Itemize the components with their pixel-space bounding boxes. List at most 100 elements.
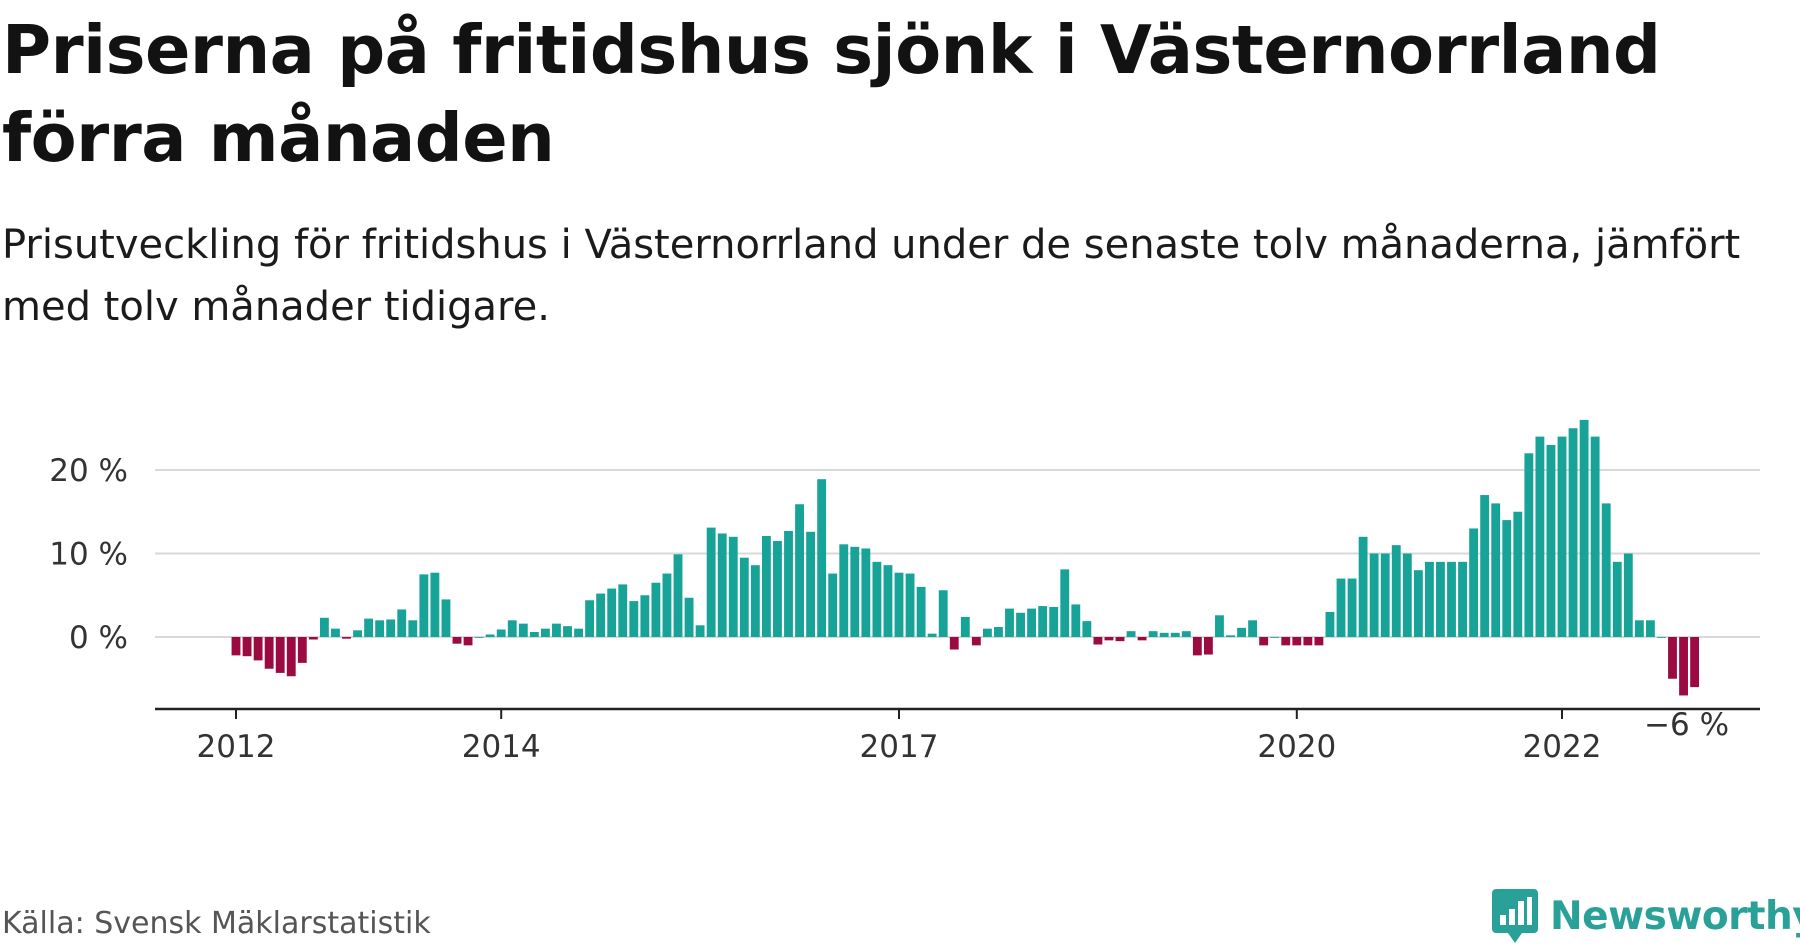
x-tick-label: 2020	[1257, 729, 1336, 765]
bar	[883, 565, 893, 637]
bar	[651, 582, 661, 637]
bar	[1082, 621, 1092, 637]
bar	[1568, 428, 1578, 637]
bar	[1413, 570, 1423, 637]
bar	[1546, 444, 1556, 637]
bar	[1469, 528, 1479, 637]
bar	[850, 546, 860, 637]
bar	[750, 565, 760, 637]
bar	[1436, 561, 1445, 637]
bar	[319, 617, 329, 637]
bar	[1524, 453, 1534, 637]
bar	[1325, 611, 1335, 637]
bar	[441, 599, 451, 637]
bar	[640, 595, 650, 637]
bar	[817, 479, 827, 637]
bar	[684, 597, 694, 637]
bar	[563, 626, 572, 638]
x-tick-label: 2017	[860, 729, 939, 765]
bar	[585, 600, 595, 637]
bar	[286, 637, 296, 677]
bar	[1170, 632, 1180, 637]
bar	[806, 531, 816, 637]
bar	[1347, 578, 1357, 637]
bar	[1535, 436, 1545, 637]
bar	[529, 631, 539, 637]
bar	[1181, 631, 1191, 637]
bar	[1424, 561, 1434, 637]
bar	[1226, 635, 1235, 637]
bar	[971, 637, 981, 646]
chart-subtitle: Prisutveckling för fritidshus i Västerno…	[2, 222, 1741, 330]
bar	[264, 637, 274, 669]
bar	[342, 637, 351, 639]
bar	[695, 625, 705, 637]
bar	[1126, 631, 1136, 637]
bar	[927, 633, 937, 637]
bar	[706, 527, 716, 637]
bar	[1060, 569, 1070, 637]
bar	[982, 628, 992, 637]
bar	[308, 637, 318, 640]
bar	[1447, 561, 1456, 637]
y-tick-label: 10 %	[49, 537, 128, 573]
bar	[905, 573, 915, 637]
bar	[960, 616, 970, 637]
bar	[1612, 561, 1622, 637]
bar	[231, 637, 241, 656]
bar	[430, 572, 440, 637]
y-tick-label: 20 %	[49, 453, 128, 489]
bar	[739, 557, 749, 638]
bar	[297, 637, 307, 663]
bar	[1402, 553, 1412, 637]
bar	[1237, 627, 1246, 637]
bar	[242, 637, 252, 657]
bar	[607, 588, 617, 637]
bar	[1292, 637, 1302, 646]
bar	[1690, 637, 1700, 688]
bar	[618, 584, 628, 637]
logo-wordmark: Newsworthy	[1550, 893, 1800, 939]
bar	[253, 637, 263, 661]
bar	[331, 628, 340, 637]
bar	[1049, 606, 1059, 637]
bar-chart: 0 % 10 % 20 % 2012 2014 2017 2020 2022 −6 %	[49, 419, 1760, 765]
bar	[1502, 520, 1512, 637]
bar	[784, 530, 793, 637]
bar	[916, 586, 926, 637]
bar	[364, 618, 374, 637]
bar	[485, 634, 495, 637]
bar	[662, 573, 672, 637]
bar	[1038, 606, 1048, 637]
bar	[397, 609, 407, 637]
bar	[507, 620, 517, 637]
chart-title: Priserna på fritidshus sjönk i Västernor…	[2, 11, 1661, 177]
bar	[1203, 637, 1213, 655]
bar	[1668, 637, 1677, 679]
bar	[1391, 545, 1401, 637]
bar	[353, 630, 362, 637]
bar	[1248, 620, 1258, 637]
bar	[1104, 637, 1114, 641]
bar	[496, 629, 506, 637]
bar	[1093, 637, 1103, 645]
bar	[629, 601, 639, 637]
bar	[386, 619, 396, 638]
bar	[1623, 553, 1633, 637]
bar	[1657, 637, 1666, 638]
bar	[861, 548, 871, 637]
bar	[474, 637, 484, 638]
bar	[1259, 637, 1269, 646]
x-tick-label: 2022	[1523, 729, 1602, 765]
bar	[1679, 637, 1688, 696]
bar	[552, 623, 561, 637]
bar	[949, 637, 959, 650]
y-axis-labels: 0 % 10 % 20 %	[49, 453, 128, 656]
bar	[574, 628, 583, 637]
bar	[1137, 637, 1147, 641]
bar	[1369, 553, 1379, 637]
bar	[1634, 620, 1644, 637]
bar	[1071, 604, 1081, 637]
bars	[231, 419, 1700, 696]
bar	[1303, 637, 1313, 646]
